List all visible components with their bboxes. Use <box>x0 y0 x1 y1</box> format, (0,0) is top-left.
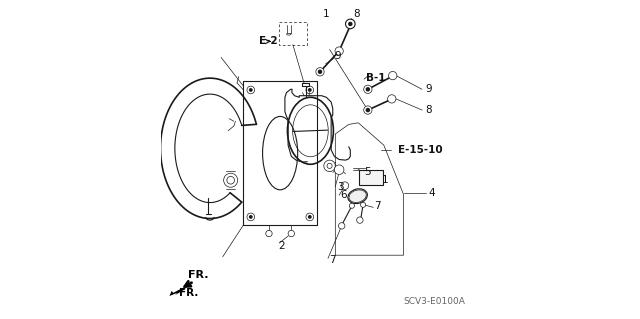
Text: 4: 4 <box>428 188 435 198</box>
Circle shape <box>227 176 234 184</box>
Circle shape <box>349 203 355 208</box>
Circle shape <box>316 68 324 76</box>
Circle shape <box>341 182 349 189</box>
Circle shape <box>327 163 332 168</box>
Ellipse shape <box>348 189 367 204</box>
Polygon shape <box>170 287 186 296</box>
Circle shape <box>339 223 345 229</box>
Text: FR.: FR. <box>179 287 198 298</box>
Text: SCV3-E0100A: SCV3-E0100A <box>403 297 465 306</box>
Circle shape <box>335 47 343 55</box>
Text: 8: 8 <box>425 105 432 115</box>
Circle shape <box>324 160 335 172</box>
Text: 7: 7 <box>330 255 336 265</box>
Circle shape <box>306 213 314 221</box>
Circle shape <box>348 22 353 26</box>
Text: E-2: E-2 <box>259 36 278 47</box>
Text: 8: 8 <box>353 9 360 19</box>
Circle shape <box>223 173 237 187</box>
Circle shape <box>364 106 372 114</box>
Circle shape <box>247 86 255 94</box>
FancyArrowPatch shape <box>185 281 191 286</box>
Text: 2: 2 <box>278 241 285 251</box>
Circle shape <box>334 165 344 174</box>
Circle shape <box>365 108 370 112</box>
Text: 3: 3 <box>337 182 344 192</box>
Text: 9: 9 <box>334 51 341 61</box>
Text: 6: 6 <box>340 189 348 200</box>
Circle shape <box>346 19 355 29</box>
Circle shape <box>249 215 253 219</box>
Bar <box>359 170 383 185</box>
Text: B-1: B-1 <box>366 73 386 83</box>
Circle shape <box>365 87 370 92</box>
Circle shape <box>364 85 372 93</box>
Text: 1: 1 <box>382 175 389 185</box>
Circle shape <box>306 86 314 94</box>
Circle shape <box>318 70 322 74</box>
Circle shape <box>308 215 312 219</box>
Circle shape <box>288 230 294 237</box>
Circle shape <box>247 213 255 221</box>
Circle shape <box>388 95 396 103</box>
Circle shape <box>308 88 312 92</box>
Text: 1: 1 <box>323 9 330 19</box>
Text: E-15-10: E-15-10 <box>398 145 443 155</box>
Circle shape <box>356 217 363 223</box>
Text: FR.: FR. <box>188 270 208 280</box>
Circle shape <box>388 71 397 80</box>
Circle shape <box>266 230 272 237</box>
Circle shape <box>360 202 365 207</box>
Circle shape <box>249 88 253 92</box>
Text: 7: 7 <box>374 201 381 211</box>
Text: 9: 9 <box>425 84 432 94</box>
Text: 5: 5 <box>365 167 371 177</box>
